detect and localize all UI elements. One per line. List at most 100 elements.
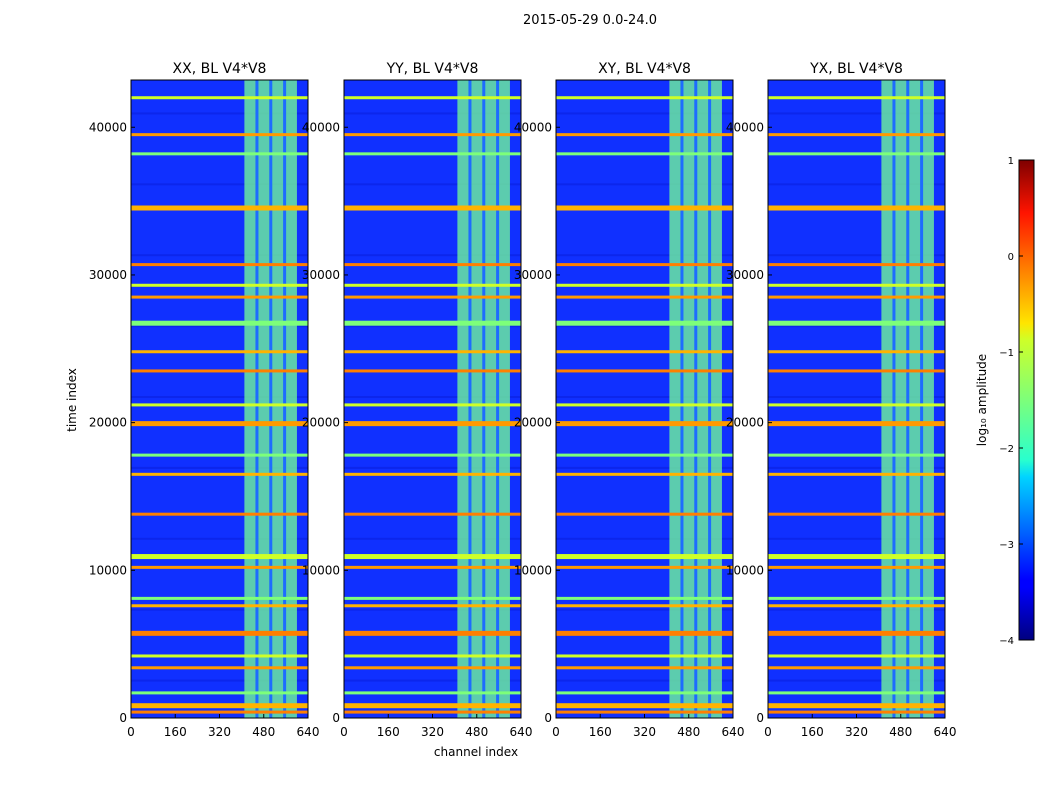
interference-row <box>556 596 733 600</box>
noise-stripe <box>131 254 308 257</box>
interference-row <box>131 369 308 373</box>
noise-stripe <box>131 325 308 328</box>
interference-row <box>768 703 945 709</box>
interference-row <box>131 710 308 714</box>
interference-row <box>768 96 945 100</box>
interference-row <box>344 403 521 407</box>
panel-yy: YY, BL V4*V8 0 160 320 480 640 0 10000 20000 3000… <box>302 61 533 739</box>
colorbar-tick-label: −3 <box>999 540 1014 551</box>
interference-row <box>556 472 733 476</box>
panel-title: YX, BL V4*V8 <box>809 61 903 77</box>
interference-row <box>131 403 308 407</box>
noise-stripe <box>131 466 308 469</box>
interference-row <box>768 295 945 299</box>
x-tick-label: 320 <box>421 725 444 739</box>
x-tick-label: 160 <box>589 725 612 739</box>
panel-title: XY, BL V4*V8 <box>598 61 691 77</box>
band-gap <box>892 80 896 718</box>
interference-row <box>768 565 945 569</box>
interference-row <box>556 283 733 287</box>
noise-stripe <box>131 112 308 115</box>
y-tick-label: 10000 <box>302 563 340 577</box>
noise-stripe <box>344 466 521 469</box>
interference-row <box>344 691 521 695</box>
band-gap <box>468 80 472 718</box>
interference-row <box>344 421 521 427</box>
y-tick-label: 10000 <box>89 563 127 577</box>
noise-stripe <box>556 325 733 328</box>
interference-row <box>768 604 945 608</box>
noise-stripe <box>344 679 521 682</box>
interference-row <box>556 565 733 569</box>
interference-row <box>131 596 308 600</box>
interference-row <box>556 666 733 670</box>
interference-row <box>556 710 733 714</box>
interference-row <box>344 283 521 287</box>
interference-row <box>556 703 733 709</box>
interference-row <box>344 263 521 267</box>
x-tick-label: 640 <box>510 725 533 739</box>
noise-stripe <box>768 466 945 469</box>
interference-row <box>344 295 521 299</box>
colorbar: log₁₀ amplitude 1 0 −1 −2 −3 −4 <box>975 156 1035 647</box>
noise-stripe <box>131 537 308 540</box>
panel-xx: XX, BL V4*V8 0 160 320 480 640 0 10000 20000 3000… <box>89 61 320 739</box>
x-tick-label: 160 <box>164 725 187 739</box>
x-tick-label: 160 <box>801 725 824 739</box>
noise-stripe <box>344 254 521 257</box>
y-tick-label: 40000 <box>302 120 340 134</box>
interference-row <box>768 369 945 373</box>
interference-row <box>768 691 945 695</box>
interference-row <box>131 565 308 569</box>
interference-row <box>556 205 733 211</box>
interference-row <box>556 263 733 267</box>
noise-stripe <box>556 537 733 540</box>
y-tick-label: 0 <box>332 711 340 725</box>
y-tick-label: 40000 <box>726 120 764 134</box>
x-tick-label: 480 <box>889 725 912 739</box>
colorbar-tick-label: −2 <box>999 444 1014 455</box>
interference-row <box>768 350 945 354</box>
interference-row <box>131 604 308 608</box>
interference-row <box>131 654 308 658</box>
noise-stripe <box>556 679 733 682</box>
interference-row <box>556 630 733 636</box>
colorbar-tick-label: 1 <box>1008 156 1014 167</box>
interference-row <box>131 630 308 636</box>
band-gap <box>906 80 910 718</box>
interference-row <box>556 512 733 516</box>
interference-row <box>344 710 521 714</box>
interference-row <box>344 96 521 100</box>
x-tick-label: 640 <box>722 725 745 739</box>
noise-stripe <box>556 183 733 186</box>
noise-stripe <box>344 537 521 540</box>
band-gap <box>920 80 924 718</box>
panel-xy: XY, BL V4*V8 0 160 320 480 640 0 10000 20000 3000… <box>514 61 745 739</box>
interference-row <box>131 453 308 457</box>
interference-row <box>131 472 308 476</box>
interference-row <box>344 152 521 156</box>
interference-row <box>556 320 733 326</box>
noise-stripe <box>344 396 521 398</box>
y-tick-label: 30000 <box>514 268 552 282</box>
y-tick-label: 0 <box>756 711 764 725</box>
colorbar-tick-label: −1 <box>999 348 1014 359</box>
interference-row <box>768 472 945 476</box>
interference-row <box>131 283 308 287</box>
y-tick-label: 10000 <box>514 563 552 577</box>
x-tick-label: 480 <box>465 725 488 739</box>
band-gap <box>708 80 712 718</box>
band-gap <box>496 80 500 718</box>
band-gap <box>680 80 684 718</box>
noise-stripe <box>768 608 945 611</box>
interference-row <box>556 554 733 560</box>
interference-row <box>344 205 521 211</box>
noise-stripe <box>768 325 945 328</box>
noise-stripe <box>768 254 945 257</box>
noise-stripe <box>556 466 733 469</box>
x-tick-label: 0 <box>552 725 560 739</box>
interference-row <box>131 96 308 100</box>
band-gap <box>694 80 698 718</box>
interference-row <box>344 133 521 137</box>
